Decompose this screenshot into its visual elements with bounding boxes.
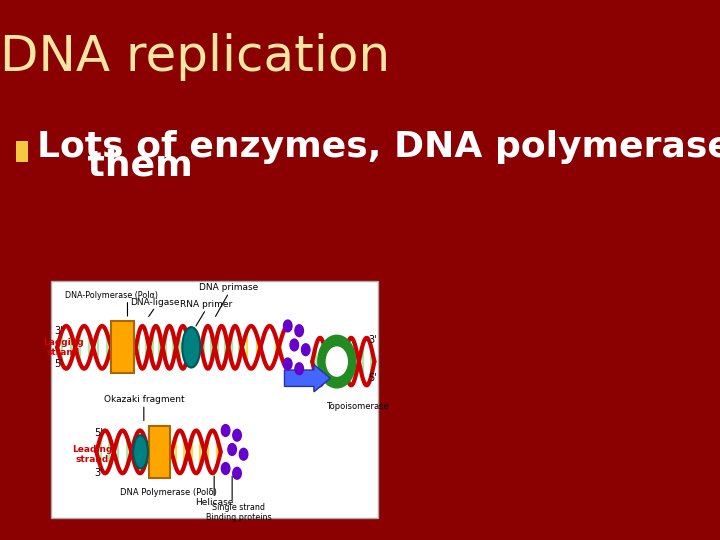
- Circle shape: [284, 358, 292, 370]
- Text: 3': 3': [55, 326, 63, 336]
- Bar: [50, 281, 378, 518]
- Text: Single strand
Binding proteins: Single strand Binding proteins: [206, 503, 271, 522]
- Text: Topoisomerase: Topoisomerase: [326, 402, 389, 411]
- Circle shape: [326, 347, 347, 376]
- Circle shape: [290, 339, 299, 351]
- Circle shape: [302, 344, 310, 356]
- Text: RNA primer: RNA primer: [180, 300, 232, 309]
- Text: 3': 3': [95, 468, 104, 478]
- Text: 3': 3': [369, 335, 377, 345]
- Text: DNA-ligase: DNA-ligase: [130, 298, 180, 307]
- Text: Leading
strand: Leading strand: [72, 444, 112, 464]
- Circle shape: [284, 320, 292, 332]
- Text: Helicase: Helicase: [195, 498, 233, 508]
- Text: 5': 5': [94, 428, 104, 438]
- FancyArrow shape: [284, 364, 330, 392]
- Bar: [111, 321, 134, 374]
- Circle shape: [221, 463, 230, 475]
- Text: Lots of enzymes, DNA polymerase one of: Lots of enzymes, DNA polymerase one of: [37, 130, 720, 164]
- Text: 5': 5': [369, 373, 377, 383]
- Text: Okazaki fragment: Okazaki fragment: [104, 395, 184, 404]
- Ellipse shape: [133, 435, 148, 469]
- Circle shape: [228, 443, 236, 455]
- Text: DNA replication: DNA replication: [0, 33, 390, 80]
- Text: 5': 5': [55, 359, 63, 369]
- Circle shape: [221, 424, 230, 436]
- Text: DNA-Polymerase (Polα): DNA-Polymerase (Polα): [65, 291, 158, 300]
- Circle shape: [295, 363, 303, 375]
- Bar: [16, 141, 28, 162]
- Bar: [149, 426, 170, 478]
- Text: them: them: [37, 149, 193, 183]
- Circle shape: [233, 429, 241, 441]
- Text: DNA primase: DNA primase: [199, 284, 258, 293]
- Circle shape: [239, 448, 248, 460]
- Circle shape: [295, 325, 303, 336]
- Ellipse shape: [182, 327, 200, 368]
- Text: DNA Polymerase (Polδ): DNA Polymerase (Polδ): [120, 488, 217, 497]
- Text: Lagging
strand: Lagging strand: [42, 338, 84, 357]
- Circle shape: [318, 335, 356, 388]
- Circle shape: [233, 467, 241, 479]
